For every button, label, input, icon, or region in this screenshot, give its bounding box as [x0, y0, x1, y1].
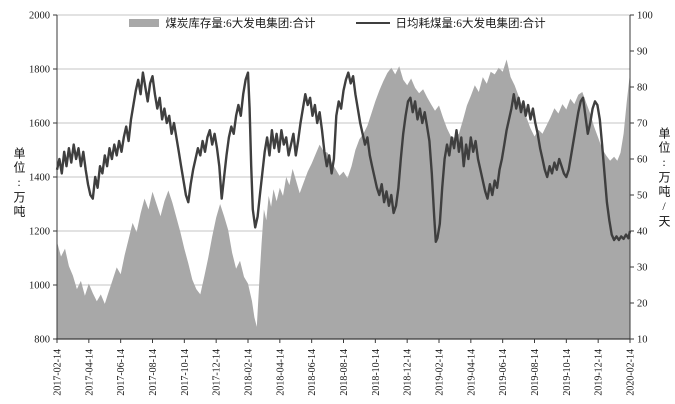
x-axis-tick-label: 2019-02-14 — [435, 349, 446, 396]
x-axis-tick-label: 2019-10-14 — [562, 349, 573, 396]
right-axis-tick-label: 50 — [637, 191, 648, 202]
right-axis-tick-label: 70 — [637, 119, 648, 130]
consumption-line-series — [55, 71, 632, 244]
x-axis-tick-label: 2017-04-14 — [84, 349, 95, 396]
x-axis-tick-label: 2017-06-14 — [116, 349, 127, 396]
right-axis-tick-label: 100 — [637, 11, 653, 22]
left-axis-tick-label: 1400 — [29, 173, 50, 184]
right-axis-tick-label: 90 — [637, 47, 648, 58]
x-axis-tick-label: 2018-08-14 — [339, 349, 350, 396]
x-axis-tick-label: 2019-12-14 — [594, 349, 605, 396]
right-axis-tick-label: 20 — [637, 299, 648, 310]
left-axis-tick-label: 1600 — [29, 119, 50, 130]
left-axis-tick-label: 1800 — [29, 65, 50, 76]
x-axis-tick-label: 2017-02-14 — [53, 349, 64, 396]
left-axis-title: 单位:万吨 — [12, 147, 26, 219]
right-axis-tick-label: 10 — [637, 335, 648, 346]
left-axis-tick-label: 800 — [34, 335, 50, 346]
right-axis-tick-label: 40 — [637, 227, 648, 238]
right-axis-title: 单位:万吨/天 — [657, 127, 671, 229]
x-axis-tick-label: 2019-06-14 — [498, 349, 509, 396]
right-axis-tick-label: 30 — [637, 263, 648, 274]
x-axis-tick-label: 2018-10-14 — [371, 349, 382, 396]
x-axis-tick-label: 2017-08-14 — [148, 349, 159, 396]
right-axis-tick-label: 60 — [637, 155, 648, 166]
x-axis-tick-label: 2020-02-14 — [626, 349, 637, 396]
left-axis-tick-label: 1200 — [29, 227, 50, 238]
x-axis-tick-label: 2017-10-14 — [180, 349, 191, 396]
x-axis-tick-label: 2018-12-14 — [403, 349, 414, 396]
x-axis-tick-label: 2019-08-14 — [530, 349, 541, 396]
right-axis-tick-label: 80 — [637, 83, 648, 94]
x-axis-tick-label: 2018-04-14 — [275, 349, 286, 396]
x-axis-tick-label: 2019-04-14 — [466, 349, 477, 396]
x-axis-tick-label: 2017-12-14 — [212, 349, 223, 396]
left-axis-tick-label: 2000 — [29, 11, 50, 22]
inventory-area-series — [57, 59, 630, 339]
left-axis-tick-label: 1000 — [29, 281, 50, 292]
x-axis-tick-label: 2018-06-14 — [307, 349, 318, 396]
x-axis-tick-label: 2018-02-14 — [244, 349, 255, 396]
